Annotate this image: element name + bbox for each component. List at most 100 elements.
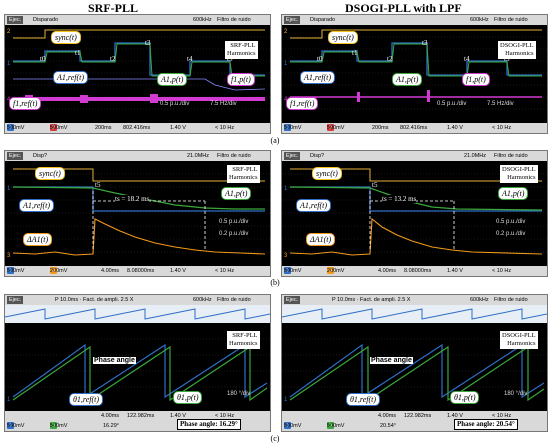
timebase: 4.00ms (101, 413, 120, 419)
ch2-scale: 500mV (327, 125, 345, 131)
t-label-3: t3 (422, 39, 428, 47)
phase-angle-label: Phase angle (93, 357, 136, 364)
trigger-status: Disp? (33, 153, 48, 159)
a1-p-label: A1,p(t) (498, 187, 529, 200)
sync-trace (13, 29, 265, 39)
ch3-scale: 500mV (50, 423, 68, 429)
sample-rate: 600kHz (470, 297, 489, 303)
t-label-1: t1 (352, 49, 358, 57)
scope-c-left: Ejec. P 10.0ms · Fact. de ampli. 2.5 X 6… (4, 294, 271, 432)
method-info: SRF-PLL Harmonics (227, 165, 260, 183)
zoom-info: P 10.0ms · Fact. de ampli. 2.5 X (332, 297, 411, 303)
scope-bottombar: 1 500mV 3 200mV 4.00ms 8.08000ms 1.40 V < … (282, 266, 547, 276)
a1-ref-label: A1,ref(t) (53, 71, 89, 84)
scope-bottombar: 1 500mV 2 500mV 200ms 802.416ms 1.40 V < 1… (5, 123, 270, 133)
sample-rate: 600kHz (470, 17, 489, 23)
ch3-scale: 500mV (327, 423, 345, 429)
svg-text:1: 1 (7, 61, 11, 67)
method-info: DSOGI-PLL Harmonics (500, 165, 538, 183)
svg-text:1: 1 (284, 397, 288, 403)
ch3-scale: 200mV (327, 268, 345, 274)
a1-ref-trace (13, 42, 265, 76)
f-ref-label: f1,ref(t) (9, 97, 42, 110)
a1-ref-label: A1,ref(t) (300, 71, 336, 84)
f-ref-label: f1,ref(t) (286, 97, 319, 110)
sample-rate: 600kHz (193, 297, 212, 303)
sync-label: sync(t) (328, 31, 358, 44)
ch1-scale: 500mV (284, 423, 302, 429)
bandwidth: < 10 Hz (492, 268, 512, 274)
bandwidth: < 10 Hz (215, 125, 235, 131)
bandwidth: < 10 Hz (492, 413, 512, 419)
noise-filter: Filtro de ruido (217, 297, 251, 303)
scope-topbar: Ejec. P 10.0ms · Fact. de ampli. 2.5 X 6… (5, 295, 270, 305)
settling-time: ts = 18.2 ms (115, 195, 150, 203)
run-status: Ejec. (7, 152, 24, 160)
trigger-status: Disparado (310, 17, 336, 23)
scope-bottombar: 1 500mV 3 200mV 4.00ms 8.08000ms 1.40 V < … (5, 266, 270, 276)
theta-p-label: θ1,p(t) (173, 391, 203, 404)
theta-ref-label: θ1,ref(t) (69, 393, 104, 406)
ch1-scale: 500mV (7, 125, 25, 131)
f-p-label: f1,p(t) (462, 73, 490, 86)
f-p-trace (13, 97, 265, 101)
scope-topbar: Ejec. Disparado 600kHz Filtro de ruido (5, 15, 270, 25)
t-label-0: t0 (40, 55, 46, 63)
trigger-level: 1.40 V (447, 413, 463, 419)
svg-text:1: 1 (284, 186, 288, 192)
delay: 802.416ms (123, 125, 151, 131)
settling-time: ts = 13.2 ms (382, 195, 417, 203)
sync-label: sync(t) (35, 167, 65, 180)
ch3-scale: 200mV (50, 268, 68, 274)
scope-topbar: Ejec. Disparado 600kHz Filtro de ruido (282, 15, 547, 25)
measured-value: 20.54° (380, 423, 396, 429)
theta-p-label: θ1,p(t) (450, 391, 480, 404)
trigger-level: 1.40 V (170, 413, 186, 419)
run-status: Ejec. (7, 296, 24, 304)
scope-a-left: Ejec. Disparado 600kHz Filtro de ruido 2… (4, 14, 271, 134)
title-dsogi-pll: DSOGI-PLL with LPF (345, 1, 462, 15)
t-label-3: t3 (145, 39, 151, 47)
t-label-5: t5 (227, 55, 233, 63)
scope-screen: 1 (282, 305, 547, 411)
a1-p-trace (13, 43, 265, 77)
svg-text:3: 3 (7, 253, 11, 259)
delta-a-label: ΔA1(t) (306, 233, 336, 246)
t-label-2: t2 (110, 55, 116, 63)
caption-a: (a) (270, 136, 280, 145)
scope-topbar: Ejec. Disp? 21.0MHz Filtro de ruido (5, 151, 270, 161)
noise-filter: Filtro de ruido (217, 17, 251, 23)
svg-text:2: 2 (7, 29, 11, 35)
scope-b-left: Ejec. Disp? 21.0MHz Filtro de ruido 1 3 … (4, 150, 271, 277)
scale-deg: 180 °/div (504, 391, 528, 397)
a1-ref-label: A1,ref(t) (19, 199, 55, 212)
run-status: Ejec. (7, 16, 24, 24)
scope-bottombar: 1 500mV 2 500mV 200ms 802.416ms 1.40 V < 1… (282, 123, 547, 133)
scope-topbar: Ejec. Disp? 21.0MHz Filtro de ruido (282, 151, 547, 161)
sample-rate: 600kHz (193, 17, 212, 23)
svg-text:1: 1 (7, 186, 11, 192)
t-label-2: t2 (387, 55, 393, 63)
ch2-scale: 500mV (50, 125, 68, 131)
sync-label: sync(t) (312, 167, 342, 180)
f-p-label: f1,p(t) (227, 73, 255, 86)
phase-angle-label: Phase angle (370, 357, 413, 364)
ch1-scale: 500mV (7, 423, 25, 429)
delay: 122.982ms (127, 413, 155, 419)
method-info: DSOGI-PLL Harmonics (498, 41, 536, 59)
t-label-4: t4 (187, 55, 193, 63)
scale-deg: 180 °/div (227, 391, 251, 397)
scale-pu: 0.5 p.u./div (160, 101, 190, 107)
a1-p-label: A1,p(t) (221, 187, 252, 200)
t-label-4: t4 (464, 55, 470, 63)
timebase: 200ms (372, 125, 389, 131)
delta-a-label: ΔA1(t) (23, 233, 53, 246)
trigger-level: 1.40 V (170, 125, 186, 131)
noise-filter: Filtro de ruido (494, 297, 528, 303)
scale-pu: 0.5 p.u./div (219, 219, 249, 225)
a1-p-label: A1,p(t) (157, 73, 188, 86)
caption-c: (c) (270, 434, 280, 443)
trigger-level: 1.40 V (170, 268, 186, 274)
noise-filter: Filtro de ruido (494, 17, 528, 23)
bandwidth: < 10 Hz (215, 268, 235, 274)
